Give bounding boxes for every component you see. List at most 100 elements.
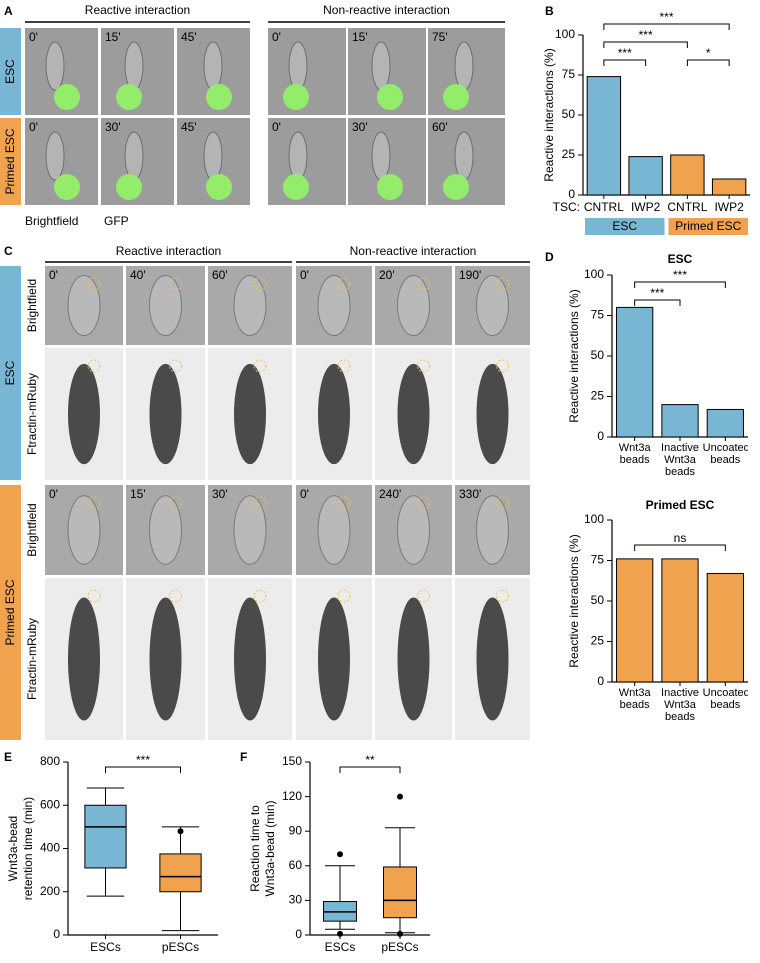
- x-tick-label-box: Inactive Wnt3a beads: [661, 687, 699, 723]
- significance-bracket: [603, 59, 647, 66]
- x-tick-label-box: Uncoated beads: [703, 687, 748, 711]
- legend-gfp: GFP: [104, 214, 129, 228]
- x-tick-label: pESCs: [381, 940, 418, 954]
- y-tick-label: 60: [289, 858, 303, 872]
- cell: [149, 597, 182, 721]
- timestamp: 30': [352, 120, 368, 134]
- timestamp: 0': [272, 120, 281, 134]
- y-tick-label: 50: [591, 593, 605, 607]
- timestamp: 45': [181, 120, 197, 134]
- bar: [616, 306, 654, 438]
- cell: [397, 495, 430, 565]
- outlier: [177, 828, 184, 835]
- bead: [87, 277, 101, 291]
- cell: [397, 363, 430, 465]
- y-tick-label: 0: [597, 674, 604, 688]
- bead: [169, 277, 182, 291]
- bead: [253, 359, 267, 373]
- cell: [67, 495, 101, 565]
- row-label: Primed ESC: [3, 128, 17, 194]
- outlier: [397, 930, 403, 937]
- cell: [454, 131, 474, 181]
- cell: [45, 41, 65, 91]
- cell: [476, 363, 509, 465]
- y-tick-label: 75: [591, 553, 605, 567]
- timestamp: 0': [49, 268, 58, 282]
- bead: [169, 496, 182, 510]
- bar: [616, 558, 654, 683]
- significance-bracket: [105, 766, 181, 773]
- y-axis-label: Reactive interactions (%): [542, 48, 556, 181]
- bar: [670, 154, 705, 196]
- group-label: ESC: [612, 219, 637, 233]
- bead: [253, 589, 267, 603]
- row-label-box: [0, 118, 21, 205]
- bar: [661, 558, 699, 683]
- x-tick-label: CNTRL: [584, 200, 624, 214]
- y-tick-label: 400: [40, 841, 60, 855]
- outlier: [337, 930, 343, 937]
- y-axis-label: Wnt3a-bead: [6, 816, 20, 881]
- y-tick-label: 100: [584, 512, 604, 526]
- timestamp: 45': [181, 30, 197, 44]
- gfp-cell: [54, 174, 80, 200]
- panel-letter: F: [240, 750, 247, 764]
- y-axis-label: retention time (min): [21, 797, 35, 900]
- y-tick-label: 0: [295, 927, 302, 941]
- column-header: Reactive interaction: [85, 3, 190, 17]
- cell: [288, 41, 308, 91]
- significance-label: ***: [136, 753, 150, 767]
- timestamp: 60': [432, 120, 448, 134]
- cell: [149, 274, 182, 337]
- y-tick-label: 100: [555, 27, 575, 41]
- cell: [68, 363, 100, 465]
- group-box: [585, 218, 665, 235]
- timestamp: 75': [432, 30, 448, 44]
- timestamp: 15': [105, 30, 121, 44]
- column-header: Reactive interaction: [116, 244, 221, 258]
- bead: [87, 589, 101, 603]
- timestamp: 40': [130, 268, 146, 282]
- y-tick-label: 0: [53, 927, 60, 941]
- gfp-cell: [283, 174, 309, 200]
- cell: [45, 131, 65, 181]
- timestamp: 190': [459, 268, 481, 282]
- timestamp: 0': [300, 487, 309, 501]
- y-tick-label: 50: [562, 107, 576, 121]
- bead: [87, 496, 101, 510]
- y-tick-label: 25: [562, 147, 576, 161]
- group-label: ESC: [3, 360, 17, 385]
- outlier: [337, 851, 343, 858]
- timestamp: 30': [212, 487, 228, 501]
- y-axis-label: Reactive interactions (%): [567, 289, 581, 422]
- y-tick-label: 50: [591, 348, 605, 362]
- outlier: [397, 793, 403, 800]
- bead: [417, 496, 430, 510]
- timestamp: 0': [29, 30, 38, 44]
- gfp-cell: [116, 84, 142, 110]
- chart-title: Primed ESC: [646, 498, 715, 512]
- cell: [203, 41, 223, 91]
- gfp-cell: [283, 84, 309, 110]
- gfp-cell: [206, 84, 232, 110]
- bead: [496, 277, 509, 291]
- timestamp: 240': [379, 487, 401, 501]
- gfp-cell: [443, 84, 469, 110]
- cell: [371, 131, 391, 181]
- x-tick-label: IWP2: [714, 200, 744, 214]
- y-tick-label: 90: [289, 823, 303, 837]
- timestamp: 30': [105, 120, 121, 134]
- group-box: [668, 218, 748, 235]
- y-tick-label: 75: [591, 308, 605, 322]
- bar: [706, 408, 744, 438]
- box: [383, 866, 417, 919]
- gfp-cell: [377, 174, 403, 200]
- significance-bracket: [686, 59, 730, 66]
- group-label-box: [0, 266, 21, 480]
- gfp-cell: [206, 174, 232, 200]
- cell: [68, 597, 100, 721]
- gfp-cell: [377, 84, 403, 110]
- bead: [253, 496, 267, 510]
- x-tick-label: CNTRL: [667, 200, 707, 214]
